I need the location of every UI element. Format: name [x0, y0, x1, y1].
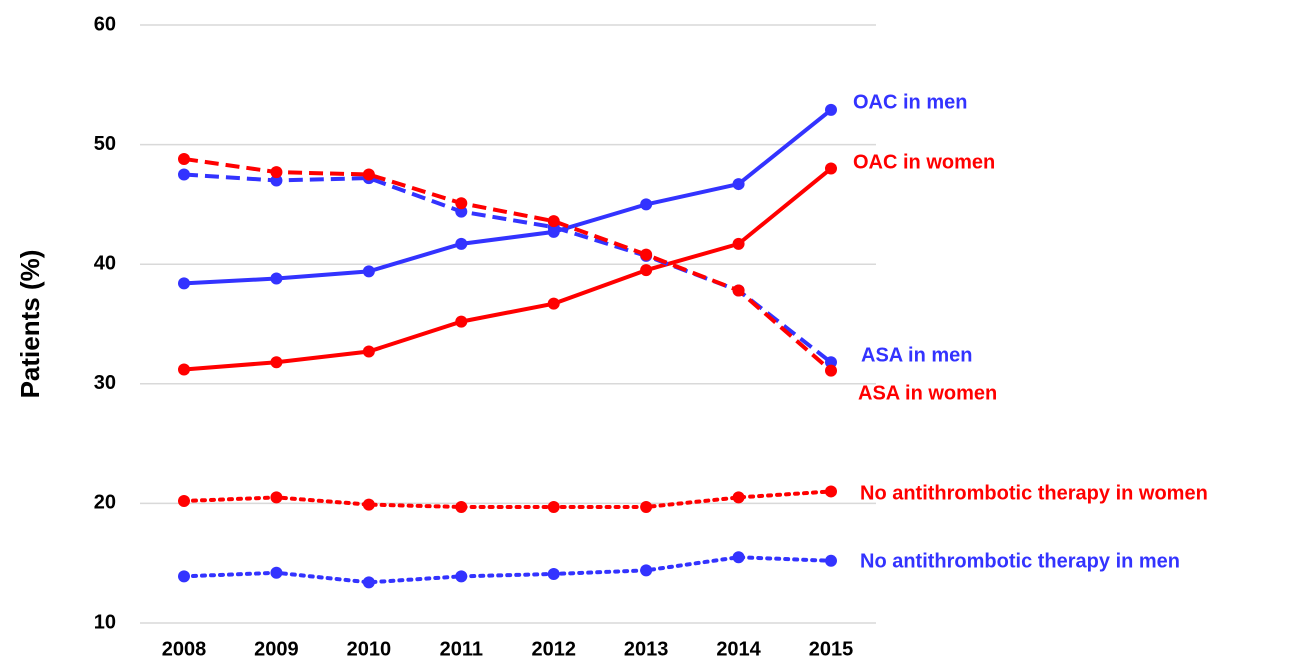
data-point [825, 103, 837, 116]
data-point [178, 495, 190, 508]
data-point [640, 500, 653, 513]
data-point [732, 284, 745, 297]
data-point [362, 498, 375, 511]
data-point [270, 272, 283, 285]
data-point [270, 174, 283, 187]
y-tick-label: 30 [94, 372, 116, 394]
data-point [825, 364, 837, 377]
x-tick-label: 2008 [162, 638, 207, 660]
x-tick-label: 2012 [531, 638, 576, 660]
data-point [178, 152, 190, 165]
data-point [178, 277, 190, 290]
data-point [547, 567, 560, 580]
series-label: ASA in men [861, 344, 973, 366]
data-point [547, 215, 560, 228]
data-point [455, 315, 468, 328]
data-point [825, 162, 837, 175]
series: OAC in men [178, 91, 967, 290]
data-point [640, 198, 653, 211]
data-point [732, 551, 745, 564]
x-tick-label: 2009 [254, 638, 299, 660]
series-label: No antithrombotic therapy in women [860, 482, 1208, 504]
data-point [455, 237, 468, 250]
data-point [455, 197, 468, 210]
y-axis-label: Patients (%) [15, 250, 45, 399]
series-line [183, 172, 833, 364]
series-label: OAC in women [853, 151, 995, 173]
data-point [270, 566, 283, 579]
x-tick-label: 2013 [624, 638, 669, 660]
data-point [640, 564, 653, 577]
y-tick-label: 20 [94, 492, 116, 514]
series: ASA in men [178, 168, 973, 369]
series-line [182, 555, 833, 585]
data-point [547, 297, 560, 310]
series-label: ASA in women [858, 382, 997, 404]
series-label: No antithrombotic therapy in men [860, 550, 1180, 572]
x-tick-label: 2015 [809, 638, 854, 660]
data-point [825, 485, 837, 498]
data-point [178, 570, 190, 583]
series: No antithrombotic therapy in women [178, 482, 1208, 513]
series-line [183, 166, 833, 372]
data-point [178, 168, 190, 181]
series-line [183, 108, 833, 286]
data-point [547, 500, 560, 513]
data-point [732, 237, 745, 250]
data-point [362, 168, 375, 181]
data-point [362, 265, 375, 278]
data-point [270, 491, 283, 504]
data-point [732, 178, 745, 191]
y-tick-label: 40 [94, 252, 116, 274]
x-tick-label: 2011 [440, 638, 483, 660]
data-point [270, 356, 283, 369]
y-tick-label: 10 [94, 611, 116, 633]
series-line [183, 156, 833, 373]
series-label: OAC in men [853, 91, 967, 113]
data-point [825, 356, 837, 369]
data-point [362, 345, 375, 358]
series-line [182, 489, 833, 509]
series: ASA in women [178, 152, 997, 404]
x-tick-label: 2014 [716, 638, 761, 660]
data-point [455, 570, 468, 583]
data-point [455, 205, 468, 218]
data-point [270, 166, 283, 179]
y-tick-label: 60 [94, 13, 116, 35]
data-point [178, 363, 190, 376]
data-point [825, 554, 837, 567]
data-point [362, 576, 375, 589]
data-point [640, 248, 653, 261]
data-point [640, 264, 653, 277]
data-point [455, 500, 468, 513]
series: No antithrombotic therapy in men [178, 550, 1180, 589]
x-tick-label: 2010 [347, 638, 392, 660]
data-point [732, 491, 745, 504]
series: OAC in women [178, 151, 995, 376]
y-tick-label: 50 [94, 133, 116, 155]
